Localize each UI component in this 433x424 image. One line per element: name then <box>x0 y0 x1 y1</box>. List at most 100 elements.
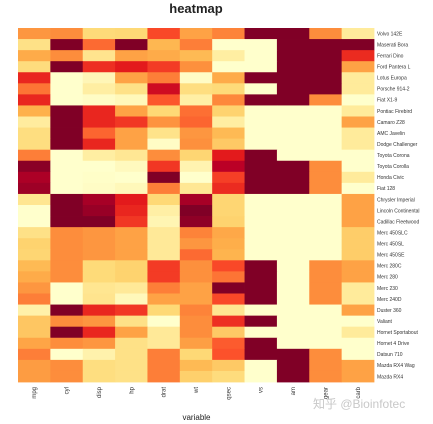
heatmap-cell <box>244 28 278 40</box>
heatmap-cell <box>115 205 148 217</box>
row-label: Porsche 914-2 <box>377 87 410 93</box>
row-label: Fiat X1-9 <box>377 98 398 104</box>
heatmap-cell <box>276 359 310 372</box>
heatmap-cell <box>212 227 245 239</box>
heatmap-cell <box>244 359 278 372</box>
heatmap-cell <box>212 271 245 283</box>
heatmap-cell <box>147 116 181 128</box>
heatmap-cell <box>18 216 51 228</box>
heatmap-cell <box>309 160 343 173</box>
heatmap-cell <box>50 193 84 206</box>
column-label: mpg <box>32 387 38 399</box>
heatmap-cell <box>18 127 51 140</box>
heatmap-cell <box>212 127 245 140</box>
heatmap-cell <box>82 72 116 84</box>
heatmap-cell <box>50 238 84 250</box>
heatmap-cell <box>309 149 343 162</box>
row-label: Ferrari Dino <box>377 53 404 59</box>
heatmap-cell <box>115 337 148 350</box>
heatmap-cell <box>147 205 181 217</box>
heatmap-cell <box>309 216 343 228</box>
heatmap-cell <box>18 193 51 206</box>
row-label: Dodge Challenger <box>377 142 418 148</box>
heatmap-cell <box>147 160 181 173</box>
heatmap-cell <box>341 249 375 261</box>
heatmap-cell <box>309 39 343 51</box>
heatmap-cell <box>276 160 310 173</box>
heatmap-cell <box>244 160 278 173</box>
heatmap-cell <box>309 182 343 195</box>
heatmap-cell <box>309 271 343 283</box>
heatmap-cell <box>276 72 310 84</box>
heatmap-cell <box>244 116 278 128</box>
heatmap-cell <box>18 160 51 173</box>
heatmap-cell <box>179 348 213 361</box>
heatmap-cell <box>82 149 116 162</box>
heatmap-cell <box>82 160 116 173</box>
row-label: Merc 280 <box>377 275 398 281</box>
heatmap-cell <box>212 370 245 383</box>
column-label: wt <box>194 387 200 394</box>
heatmap-cell <box>309 227 343 239</box>
heatmap-cell <box>18 293 51 305</box>
heatmap-cell <box>179 249 213 261</box>
row-label: Hornet 4 Drive <box>377 341 409 347</box>
heatmap-cell <box>50 227 84 239</box>
heatmap-cell <box>147 293 181 305</box>
heatmap-cell <box>50 304 84 317</box>
heatmap-cell <box>147 83 181 95</box>
heatmap-cell <box>179 160 213 173</box>
row-label: Honda Civic <box>377 175 404 181</box>
heatmap-cell <box>341 61 375 73</box>
heatmap-cell <box>212 293 245 305</box>
heatmap-cell <box>244 348 278 361</box>
heatmap-cell <box>212 39 245 51</box>
heatmap-cell <box>276 61 310 73</box>
heatmap-cell <box>82 271 116 283</box>
heatmap-cell <box>212 238 245 250</box>
heatmap-cell <box>276 282 310 294</box>
heatmap-cell <box>82 348 116 361</box>
heatmap-cell <box>276 28 310 40</box>
heatmap-cell <box>147 39 181 51</box>
heatmap-cell <box>179 260 213 272</box>
heatmap-cell <box>18 182 51 195</box>
heatmap-cell <box>276 105 310 117</box>
heatmap-cell <box>212 193 245 206</box>
heatmap-cell <box>244 138 278 151</box>
heatmap-cell <box>115 359 148 372</box>
heatmap-cell <box>212 149 245 162</box>
heatmap-cell <box>50 83 84 95</box>
heatmap-cell <box>341 205 375 217</box>
heatmap-cell <box>276 138 310 151</box>
heatmap-cell <box>244 249 278 261</box>
heatmap-cell <box>276 205 310 217</box>
heatmap-cell <box>147 282 181 294</box>
heatmap-cell <box>179 271 213 283</box>
heatmap-cell <box>212 160 245 173</box>
heatmap-cell <box>147 370 181 383</box>
heatmap-cell <box>18 326 51 339</box>
heatmap-cell <box>212 337 245 350</box>
column-label: carb <box>356 386 362 398</box>
heatmap-cell <box>115 271 148 283</box>
heatmap-cell <box>179 138 213 151</box>
heatmap-cell <box>244 149 278 162</box>
heatmap-cell <box>179 127 213 140</box>
heatmap-cell <box>309 348 343 361</box>
heatmap-cell <box>276 83 310 95</box>
row-label: Merc 240D <box>377 297 402 303</box>
heatmap-cell <box>179 359 213 372</box>
heatmap-cell <box>82 39 116 51</box>
heatmap-cell <box>341 193 375 206</box>
heatmap-cell <box>115 282 148 294</box>
heatmap-cell <box>115 138 148 151</box>
heatmap-cell <box>115 293 148 305</box>
heatmap-cell <box>82 105 116 117</box>
heatmap-cell <box>244 94 278 106</box>
heatmap-cell <box>244 171 278 184</box>
heatmap-cell <box>18 304 51 317</box>
row-label: Merc 230 <box>377 286 398 292</box>
heatmap-cell <box>50 271 84 283</box>
heatmap-cell <box>50 182 84 195</box>
